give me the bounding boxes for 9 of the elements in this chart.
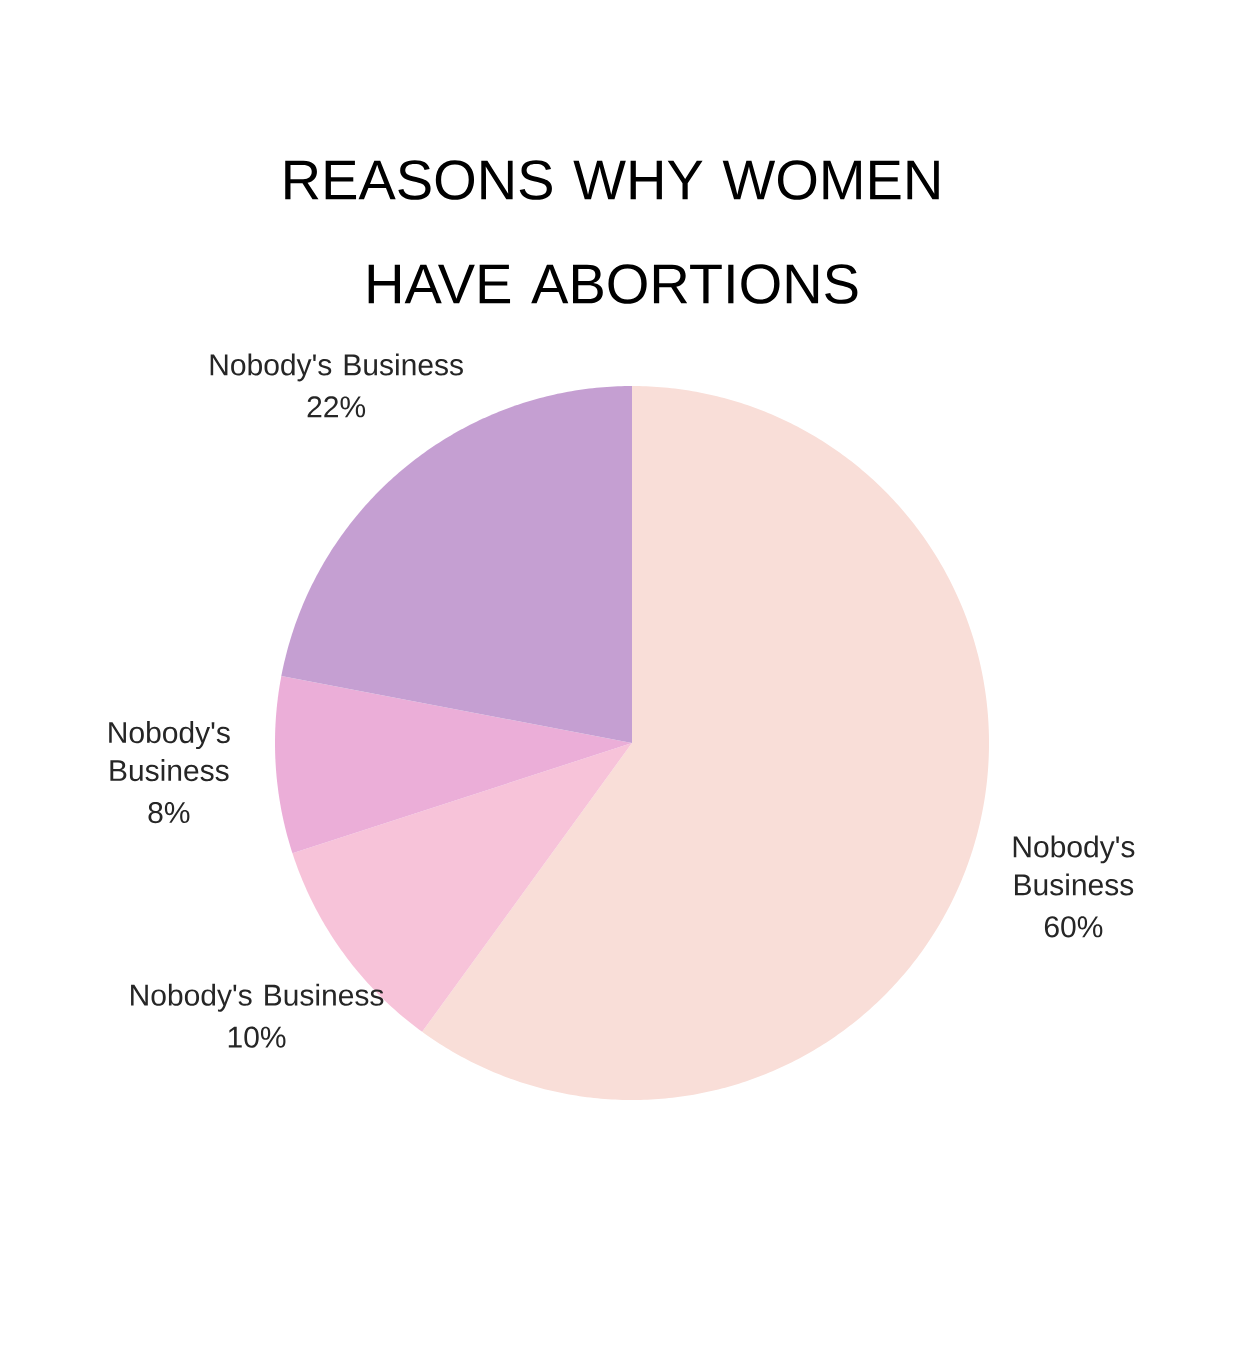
slice-label: Nobody's Business	[1013, 835, 1135, 896]
data-label: 22%	[307, 396, 366, 418]
slice-label: Nobody's Business	[210, 353, 463, 382]
chart-title: REASONS WHY WOMEN HAVE ABORTIONS	[285, 160, 939, 304]
data-label: 10%	[228, 1026, 286, 1048]
data-label: 8%	[148, 801, 190, 824]
slice-label: Nobody's Business	[109, 721, 230, 782]
data-label: 60%	[1044, 916, 1103, 938]
slice-label: Nobody's Business	[131, 983, 384, 1012]
